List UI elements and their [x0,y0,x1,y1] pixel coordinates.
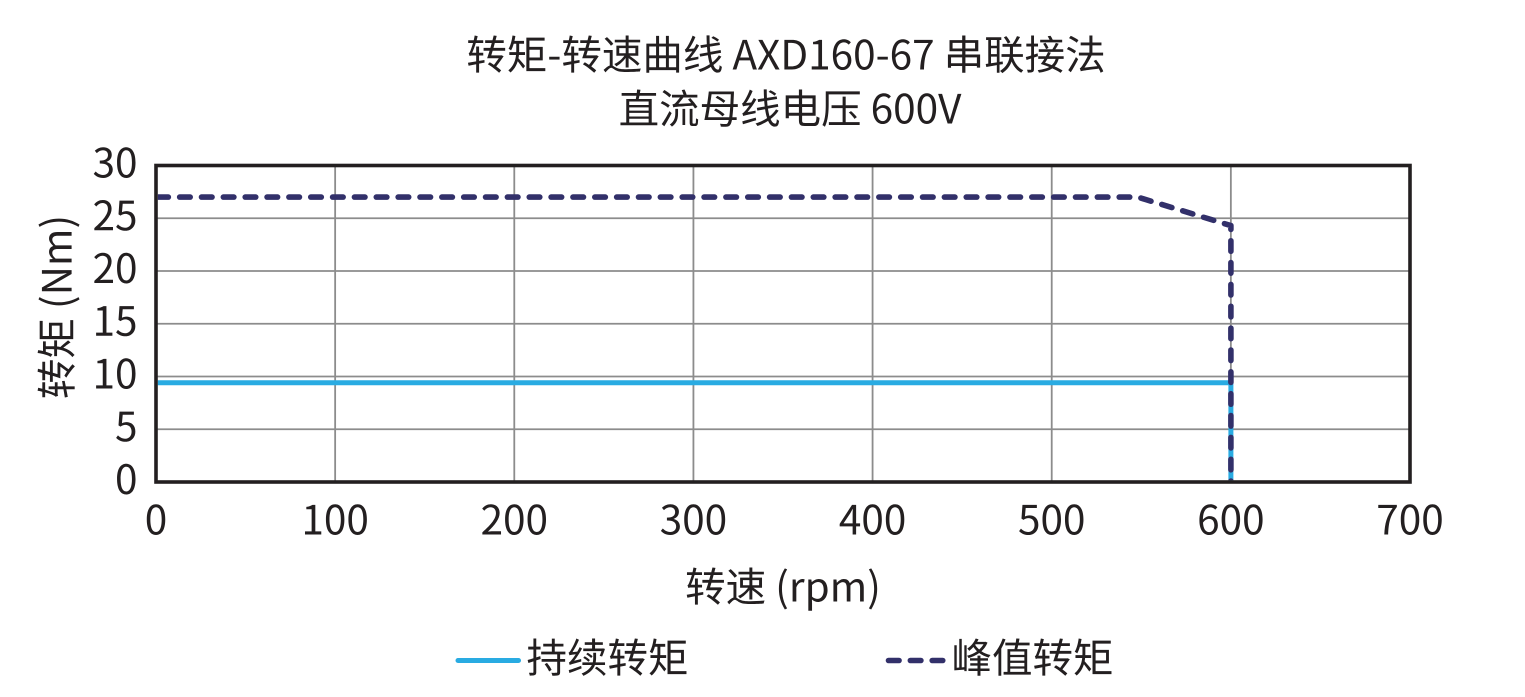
plot-border [154,163,1412,484]
glyph-text [620,89,962,127]
glyph-text [467,35,1104,74]
glyph-text [37,218,80,398]
y-tick-label [94,200,136,231]
chart-subtitle [620,89,962,127]
series-lines [157,194,1234,481]
plot-border-rect [154,163,1412,484]
y-tick-label [116,411,136,442]
y-tick-label [93,147,136,179]
x-axis-label [686,567,878,611]
legend [455,638,1112,676]
chart-title [467,35,1104,74]
x-tick-label [1019,504,1084,536]
x-tick-label [304,504,367,536]
x-tick-label [1378,504,1442,536]
axis-tick-labels [93,147,1442,536]
legend-label-peak-torque [954,638,1112,676]
glyph-text [954,638,1112,676]
x-tick-label [146,504,166,536]
series-line-1 [157,194,1234,481]
y-tick-label [96,358,136,390]
x-tick-label [482,504,547,536]
glyph-text [527,638,687,676]
x-tick-label [839,504,905,536]
gridlines [156,165,1410,482]
x-tick-label [1199,504,1263,536]
y-tick-label [117,463,136,495]
x-tick-label [660,504,726,536]
glyph-text [686,567,878,611]
y-tick-label [96,306,136,337]
y-axis-label [37,218,80,398]
legend-label-continuous-torque [527,638,687,676]
y-tick-label [94,252,136,284]
